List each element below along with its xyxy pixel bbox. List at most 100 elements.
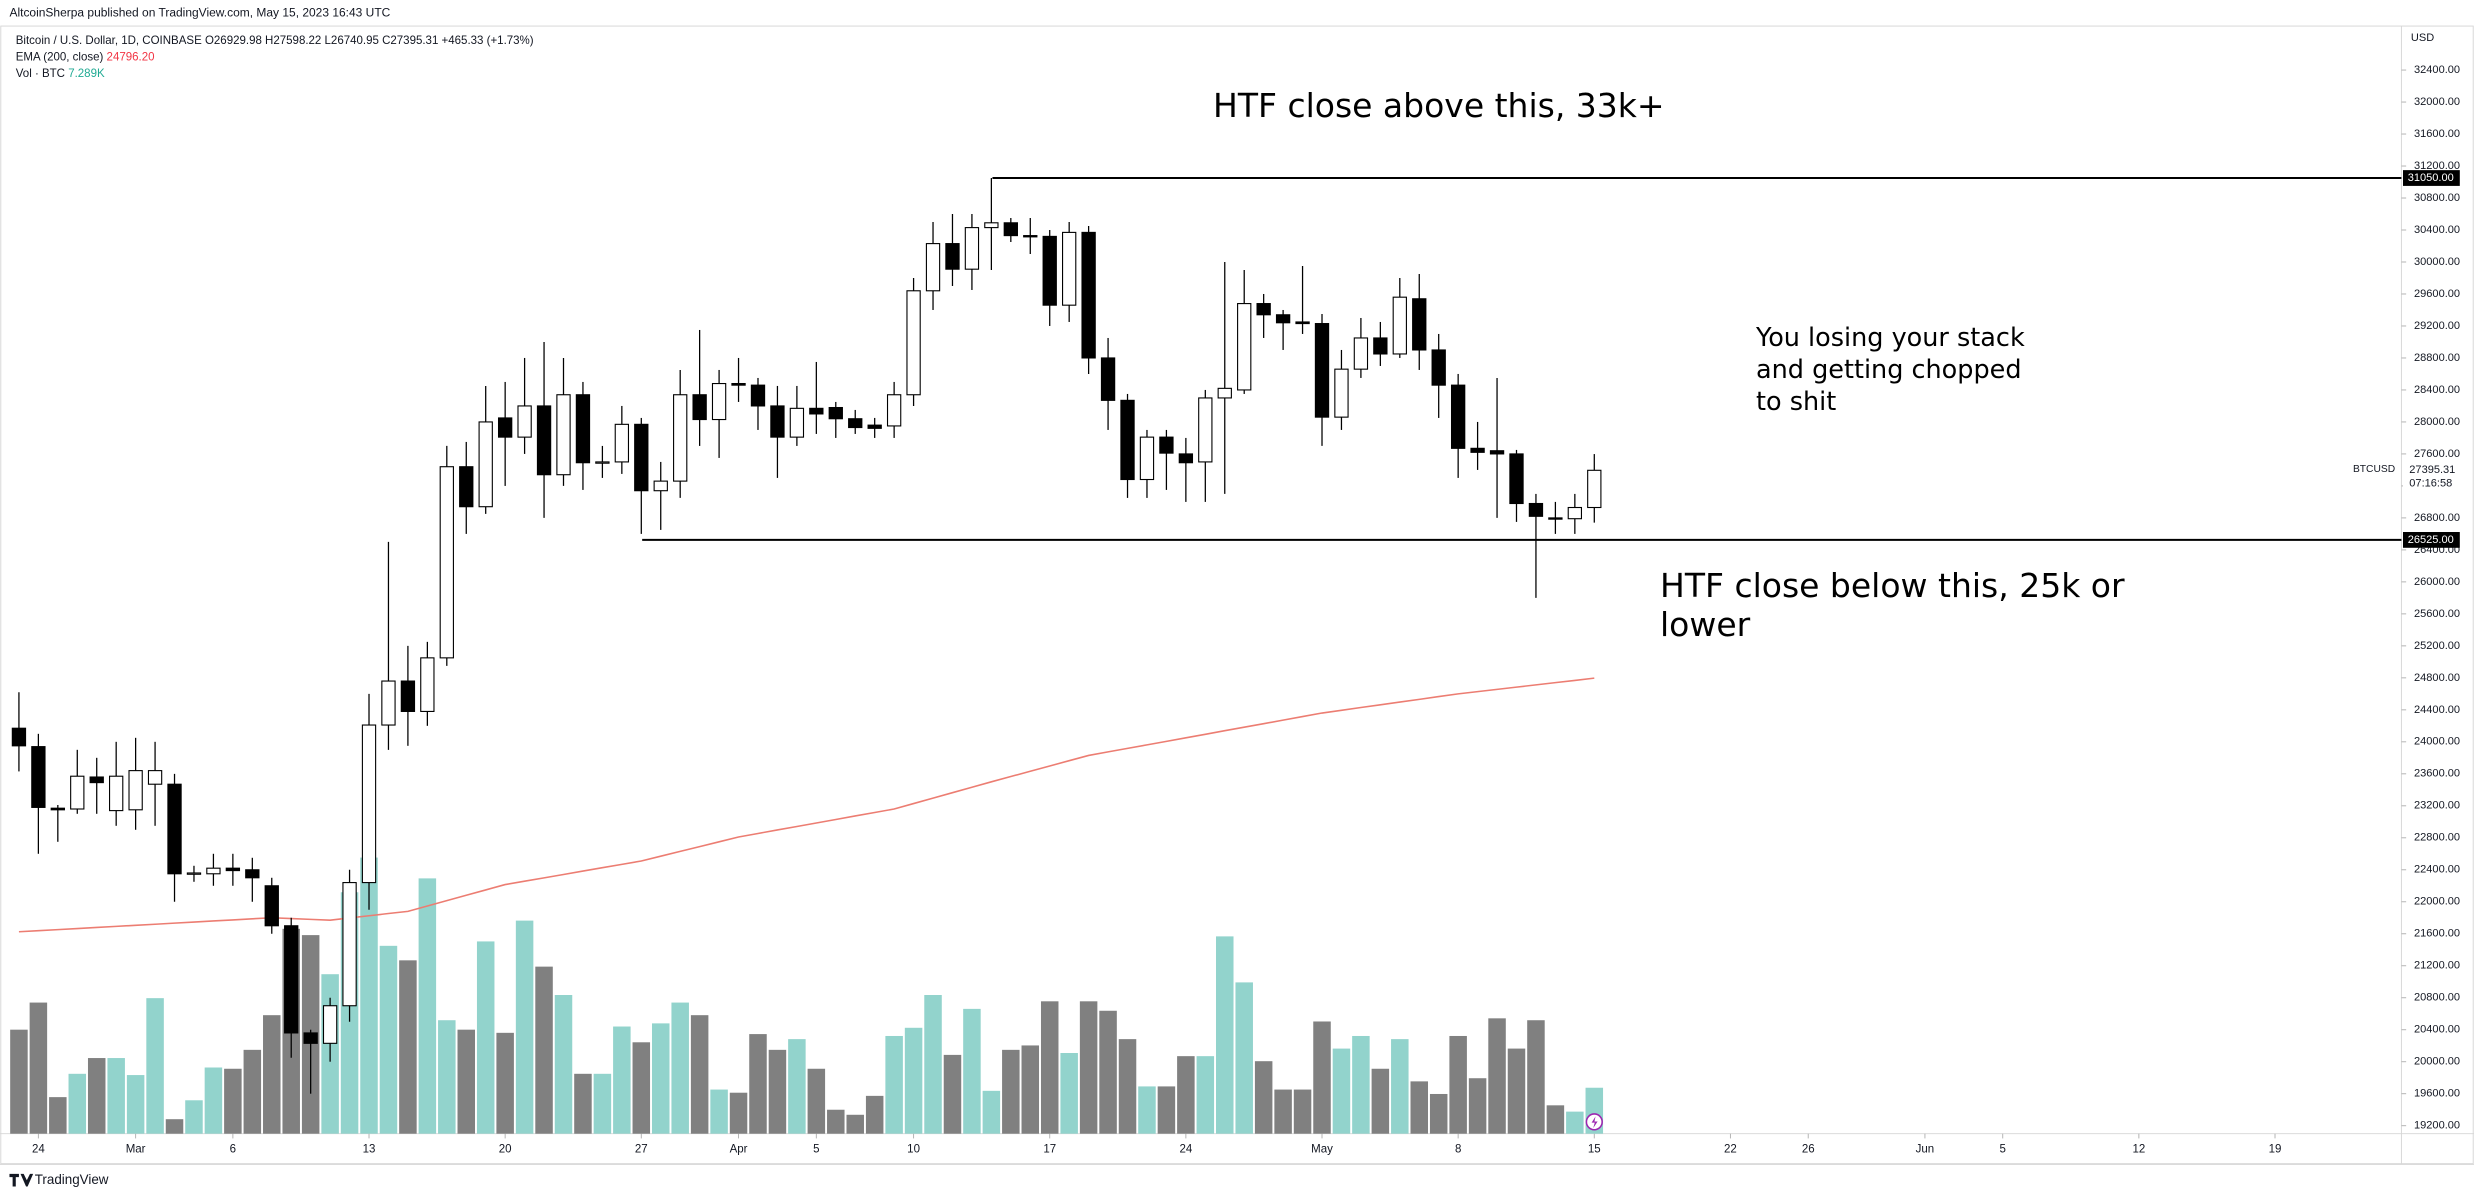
- price-badge: [2402, 462, 2467, 491]
- candle-body: [11, 727, 27, 747]
- candle-body: [1256, 303, 1271, 316]
- y-tick-label: 24400.00: [2414, 704, 2460, 716]
- level-badge: [2402, 532, 2460, 548]
- candle-body: [1003, 222, 1018, 237]
- candle-body: [420, 657, 435, 712]
- currency: USD: [2411, 32, 2434, 44]
- volume-bar: [49, 1097, 67, 1134]
- candle-body: [128, 770, 143, 811]
- candle-body: [284, 925, 299, 1034]
- y-tick-label: 27600.00: [2414, 448, 2460, 460]
- candle-body: [1042, 235, 1057, 306]
- y-tick-label: 32000.00: [2414, 96, 2460, 108]
- candle-body: [575, 394, 591, 464]
- volume-bar: [360, 857, 378, 1134]
- candle-body: [1392, 296, 1407, 355]
- x-tick-label: 15: [1588, 1144, 1601, 1156]
- candle-body: [1489, 450, 1505, 455]
- candle-body: [984, 222, 999, 229]
- y-tick-label: 28800.00: [2414, 352, 2460, 364]
- candle-body: [906, 290, 921, 396]
- volume-bar: [749, 1034, 767, 1134]
- y-tick-label: 30400.00: [2414, 224, 2460, 236]
- y-tick-label: 22000.00: [2414, 896, 2460, 908]
- volume-bar: [885, 1035, 903, 1134]
- volume-bar: [1060, 1053, 1078, 1134]
- y-tick-label: 26800.00: [2414, 512, 2460, 524]
- volume-bar: [827, 1109, 845, 1134]
- y-tick-label: 19600.00: [2414, 1088, 2460, 1100]
- candle-body: [89, 776, 104, 784]
- volume-bar: [29, 1002, 48, 1134]
- candle-body: [167, 783, 182, 875]
- volume-bar: [1002, 1049, 1020, 1134]
- annotation: HTF close above this, 33k+: [1213, 86, 1665, 125]
- volume-bar: [613, 1026, 631, 1134]
- candle-body: [614, 423, 630, 463]
- y-tick-label: 30000.00: [2414, 256, 2460, 268]
- volume-bar: [1079, 1001, 1098, 1134]
- candle-body: [1159, 436, 1174, 454]
- volume-bar: [1391, 1039, 1409, 1134]
- volume-bar: [904, 1027, 923, 1134]
- volume-bar: [1429, 1093, 1448, 1134]
- volume-bar: [1040, 1001, 1059, 1134]
- volume-bar: [1293, 1089, 1312, 1134]
- x-tick-label: 22: [1724, 1144, 1737, 1156]
- y-tick-label: 29600.00: [2414, 288, 2460, 300]
- y-tick-label: 29200.00: [2414, 320, 2460, 332]
- volume-bar: [1021, 1045, 1040, 1134]
- candle-body: [1100, 357, 1116, 401]
- y-tick-label: 20800.00: [2414, 992, 2460, 1004]
- y-tick-label: 26000.00: [2414, 576, 2460, 588]
- candle-body: [439, 466, 454, 659]
- legend-symbol: Bitcoin / U.S. Dollar, 1D, COINBASE O269…: [16, 35, 534, 47]
- candle-body: [1567, 506, 1583, 520]
- candle-body: [264, 885, 279, 927]
- candle-body: [322, 1005, 338, 1044]
- ema-name: EMA (200, close): [16, 52, 104, 64]
- volume-bar: [574, 1073, 592, 1134]
- candle-body: [1431, 349, 1446, 386]
- candle-body: [517, 405, 532, 438]
- candle-body: [361, 724, 377, 884]
- candle-body: [1120, 399, 1135, 481]
- candle-body: [1373, 337, 1388, 355]
- volume-bar: [263, 1015, 281, 1134]
- x-tick-label: 10: [907, 1144, 920, 1156]
- volume-bar: [554, 995, 573, 1134]
- volume-bar: [710, 1089, 728, 1134]
- candle-body: [1548, 517, 1563, 520]
- price-symbol: BTCUSD: [2353, 464, 2395, 475]
- candle-body: [109, 775, 124, 812]
- candle-body: [186, 872, 202, 875]
- volume-bar: [438, 1020, 456, 1134]
- candle-body: [673, 394, 688, 482]
- annotation: You losing your stack and getting choppe…: [1756, 323, 2025, 417]
- candle-body: [1198, 397, 1213, 463]
- candle-body: [1314, 323, 1330, 418]
- candle-body: [634, 423, 649, 492]
- x-tick-label: 8: [1455, 1144, 1461, 1156]
- volume-bar: [865, 1095, 884, 1134]
- y-tick-label: 24800.00: [2414, 672, 2460, 684]
- candle-body: [828, 406, 843, 420]
- volume-bar: [146, 998, 164, 1134]
- symbol: Bitcoin / U.S. Dollar, 1D, COINBASE: [16, 35, 202, 47]
- candle-body: [303, 1032, 318, 1044]
- price-value: 27395.31: [2409, 464, 2455, 476]
- candle-body: [31, 746, 46, 808]
- x-tick-label: Mar: [126, 1144, 146, 1156]
- candle-body: [147, 770, 163, 785]
- y-tick-label: 20000.00: [2414, 1056, 2460, 1068]
- volume-bar: [1118, 1039, 1137, 1134]
- candle-body: [50, 807, 65, 811]
- volume-bar: [1332, 1048, 1351, 1134]
- candle-body: [1295, 321, 1310, 325]
- volume-bar: [185, 1100, 203, 1134]
- candle-body: [653, 480, 668, 492]
- candle-body: [1178, 453, 1194, 464]
- volume-bar: [1371, 1068, 1390, 1134]
- candle-body: [1450, 384, 1466, 449]
